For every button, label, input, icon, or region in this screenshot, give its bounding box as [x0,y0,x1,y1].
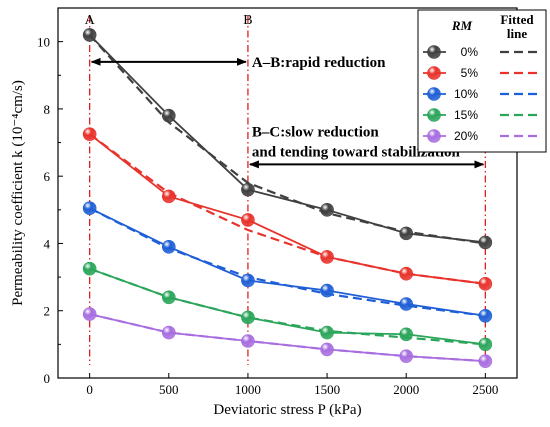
data-point [478,354,493,368]
marker-label: B [243,13,252,28]
data-point [399,226,414,241]
series-line-5% [89,133,486,285]
data-point [82,127,97,141]
y-tick-label: 8 [44,102,51,117]
data-point [241,182,255,197]
data-point [161,240,176,254]
legend-label: 5% [461,66,479,80]
legend-marker [427,87,441,101]
y-tick-label: 10 [37,35,50,50]
marker-label: A [85,13,96,28]
x-tick-label: 1500 [314,382,340,397]
data-point [478,235,493,250]
legend-fitted-title-line2: line [507,26,527,41]
data-point [161,189,176,204]
data-point [82,28,97,42]
data-point [320,325,334,340]
x-tick-label: 1000 [235,382,261,397]
axes: 0 500 1000 1500 2000 2500 0 2 4 6 8 10 [37,7,518,397]
data-point [82,307,97,321]
legend-label: 0% [461,45,479,59]
legend-box [417,9,547,153]
fitted-line-0% [88,34,486,245]
data-point [82,201,97,215]
legend-marker [427,108,441,122]
data-point [399,266,414,281]
series-line-10% [89,207,486,317]
legend-label: 15% [454,108,478,122]
data-point [399,297,414,311]
plot-frame [57,7,518,379]
data-point [161,290,176,305]
data-point [241,334,255,348]
y-tick-label: 6 [44,169,51,184]
legend-marker [427,45,441,59]
x-tick-label: 0 [86,382,93,397]
annotation-a-b: A–B:rapid reduction [252,55,386,71]
legend-label: 20% [454,129,478,143]
y-tick-label: 4 [44,236,51,251]
series-line-20% [89,313,486,363]
data-point [320,203,334,217]
y-tick-label: 2 [44,304,51,319]
legend-label: 10% [454,87,478,101]
data-point [478,308,493,323]
legend-fitted-title: Fitted [500,12,534,27]
x-tick-label: 500 [159,382,179,397]
legend-marker [427,66,441,80]
data-point [241,273,255,288]
data-point [82,261,97,276]
legend-title: RM [451,18,473,33]
data-point [320,342,334,357]
x-axis-title: Deviatoric stress P (kPa) [213,402,361,418]
fitted-line-10% [89,207,486,317]
data-point [478,277,493,291]
annotation-b-c: B–C:slow reduction [252,124,379,140]
series-line-0% [89,34,486,244]
data-point [399,327,414,342]
series-line-15% [89,267,486,346]
data-point [478,337,493,352]
y-axis-title: Permeability coefficient k (10⁻⁴cm/s) [10,80,26,306]
data-point [320,250,334,264]
data-point [161,108,176,123]
x-tick-label: 2500 [472,382,498,397]
annotation-b-c-line2: and tending toward stabilization [252,144,461,160]
data-point [241,213,255,227]
data-series [82,28,493,368]
annotations: A–B:rapid reduction B–C:slow reduction and… [90,55,485,169]
data-point [161,325,176,340]
legend-marker [427,129,441,143]
data-point [320,283,334,298]
y-tick-label: 0 [44,371,51,386]
data-point [241,310,255,325]
x-tick-label: 2000 [393,382,419,397]
fitted-line-5% [88,133,486,285]
data-point [399,349,414,363]
